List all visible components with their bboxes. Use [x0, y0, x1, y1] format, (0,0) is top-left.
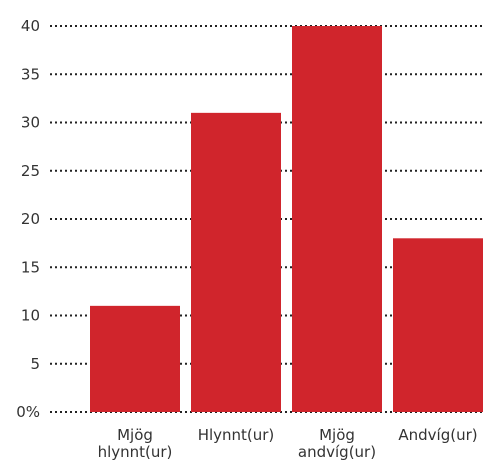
bar [90, 305, 180, 412]
y-tick-label: 40 [21, 17, 40, 35]
y-tick-label: 30 [21, 114, 40, 132]
y-tick-label: 10 [21, 307, 40, 325]
y-axis-ticks: 0% 5 10 15 20 25 30 35 40 [16, 17, 40, 421]
x-category-label: Andvíg(ur) [398, 426, 477, 444]
bar [393, 238, 483, 412]
y-tick-label: 25 [21, 162, 40, 180]
y-tick-label: 35 [21, 65, 40, 83]
bar [191, 112, 281, 412]
y-tick-label: 15 [21, 258, 40, 276]
x-category-label: Mjög hlynnt(ur) [98, 426, 173, 461]
bars [90, 26, 483, 412]
x-axis-labels: Mjög hlynnt(ur) Hlynnt(ur) Mjög andvíg(ur) An… [98, 426, 478, 461]
bar [292, 26, 382, 412]
x-category-label: Hlynnt(ur) [198, 426, 275, 444]
y-tick-label: 0% [16, 403, 40, 421]
x-category-label: Mjög andvíg(ur) [298, 426, 376, 461]
y-tick-label: 5 [30, 355, 40, 373]
y-tick-label: 20 [21, 210, 40, 228]
